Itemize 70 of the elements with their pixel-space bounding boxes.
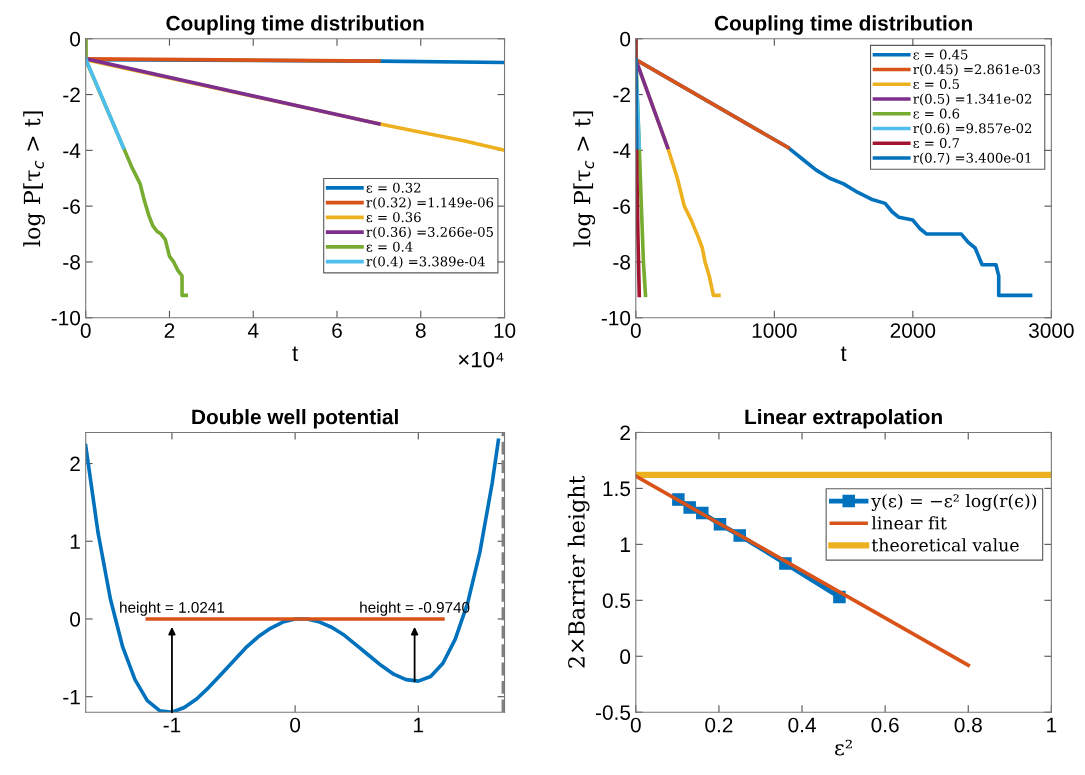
x-tick-label: 3000: [1028, 323, 1074, 338]
x-axis-title: t: [840, 346, 847, 362]
x-tick-label: 4: [247, 323, 259, 338]
chart-title: Coupling time distribution: [714, 15, 972, 35]
x-tick-label: 0.8: [954, 717, 982, 733]
y-tick-label: -1: [63, 689, 80, 705]
y-tick-label: 2: [620, 425, 630, 440]
x-tick-label: 10: [494, 323, 516, 338]
annotation: height = 1.0241: [120, 601, 225, 616]
x-tick-label: 2: [164, 323, 175, 338]
legend-label: ε = 0.4: [366, 241, 413, 252]
legend-label: ε = 0.36: [366, 212, 421, 223]
legend-label: ε = 0.32: [366, 182, 421, 193]
y-axis-title: log P[τ$_{c}$ > t]: [573, 111, 596, 247]
chart-title: Coupling time distribution: [166, 15, 424, 35]
legend-label: r(0.36) =3.266e-05: [366, 226, 493, 239]
legend-label: r(0.7) =3.400e-01: [913, 152, 1031, 165]
y-axis-title: log P[τ$_{c}$ > t]: [23, 111, 46, 247]
x-tick-label: 0.2: [705, 717, 733, 733]
chart-title: Double well potential: [192, 409, 398, 429]
x-tick-label: 0: [80, 323, 91, 338]
y-tick-label: -8: [613, 254, 631, 270]
legend-label: r(0.4) =3.389e-04: [366, 256, 485, 269]
x-tick-label: 1: [414, 717, 424, 733]
x-tick-label: 6: [332, 323, 342, 338]
legend-label: r(0.45) =2.861e-03: [913, 64, 1040, 77]
y-tick-label: -10: [601, 310, 631, 326]
y-tick-label: 0: [70, 611, 81, 627]
y-tick-label: -8: [63, 254, 80, 270]
y-tick-label: 0: [620, 31, 631, 47]
x-tick-label: 0: [630, 323, 641, 338]
y-tick-label: 1: [620, 537, 630, 552]
y-tick-label: -6: [613, 199, 631, 214]
y-tick-label: 0: [70, 31, 81, 47]
legend-label: ε = 0.45: [913, 49, 968, 60]
x-tick-label: -1: [163, 717, 181, 733]
x-axis-title: t: [292, 346, 299, 362]
x-tick-label: 8: [415, 323, 426, 338]
text: ×10⁴: [458, 351, 504, 368]
legend-label: y(ε) = −ε² log(r(ϵ)): [871, 493, 1037, 511]
y-tick-label: -0.5: [595, 705, 631, 720]
y-tick-label: -2: [63, 87, 80, 103]
y-tick-label: 1: [70, 534, 80, 549]
x-tick-label: 1: [1047, 717, 1057, 733]
legend-label: ε = 0.5: [913, 79, 959, 90]
y-tick-label: -4: [63, 143, 81, 158]
y-tick-label: 2: [70, 456, 80, 472]
y-axis-title: 2×Barrier height: [567, 475, 590, 668]
x-tick-label: 0: [290, 717, 301, 733]
legend-label: theoretical value: [871, 538, 1019, 552]
x-tick-label: 1000: [752, 323, 797, 338]
x-tick-label: 2000: [890, 323, 936, 338]
y-tick-label: 0.5: [602, 593, 631, 609]
legend-label: ε = 0.7: [913, 138, 960, 149]
chart-title: Linear extrapolation: [745, 409, 942, 429]
legend-label: r(0.5) =1.341e-02: [913, 93, 1032, 106]
legend-label: ε = 0.6: [913, 108, 960, 119]
y-tick-label: 1.5: [603, 481, 631, 497]
legend-label: linear fit: [871, 516, 947, 530]
x-tick-label: 0.6: [871, 717, 899, 733]
y-tick-label: -6: [63, 199, 80, 214]
legend-label: r(0.6) =9.857e-02: [913, 123, 1032, 136]
x-tick-label: 0.4: [788, 717, 816, 733]
y-tick-label: 0: [620, 649, 631, 665]
y-tick-label: -4: [613, 143, 631, 158]
y-tick-label: -2: [613, 87, 630, 103]
legend-label: r(0.32) =1.149e-06: [366, 197, 494, 210]
x-axis-title: ε²: [835, 739, 852, 756]
y-tick-label: -10: [51, 310, 81, 326]
x-tick-label: 0: [630, 717, 641, 733]
